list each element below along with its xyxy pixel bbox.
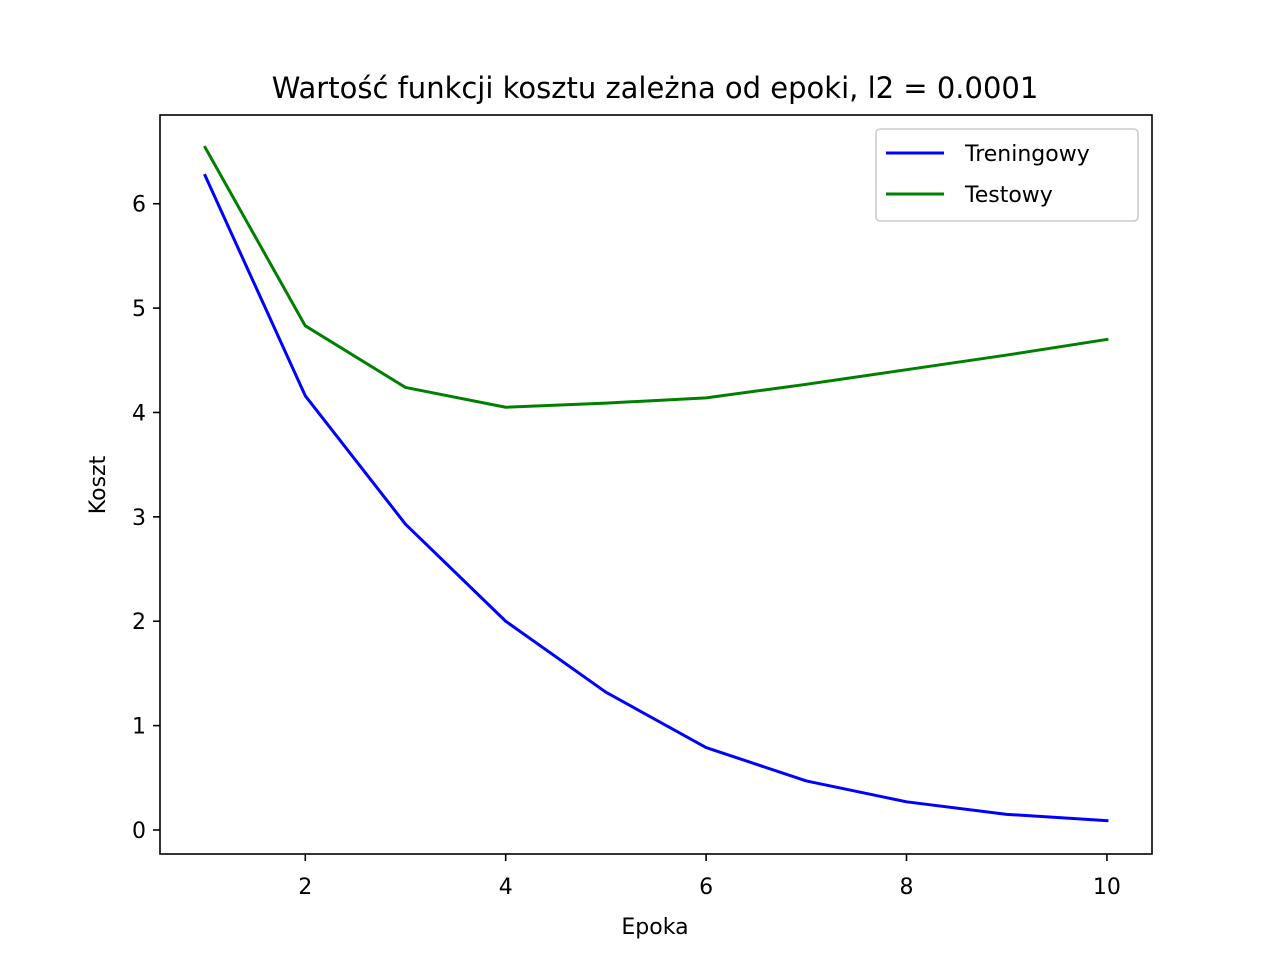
series-line-1 [203, 173, 1109, 823]
y-tick-label: 6 [132, 193, 146, 218]
axes-frame [159, 114, 1153, 855]
y-tick-label: 3 [132, 506, 146, 531]
x-tick-label: 2 [298, 875, 312, 900]
plot-area: 2 4 6 8 10 0 1 2 3 4 5 6 Treningowy Testowy [132, 114, 1153, 900]
legend-label-1: Treningowy [964, 142, 1090, 167]
y-tick-label: 4 [132, 401, 146, 426]
x-tick-label: 10 [1093, 875, 1121, 900]
legend-label-2: Testowy [964, 183, 1053, 208]
x-tick-label: 6 [699, 875, 713, 900]
y-tick-label: 0 [132, 819, 146, 844]
x-tick-label: 4 [499, 875, 513, 900]
y-tick-label: 2 [132, 610, 146, 635]
chart-title: Wartość funkcji kosztu zależna od epoki,… [272, 71, 1039, 105]
x-axis-label: Epoka [621, 915, 688, 940]
series-line-2 [203, 145, 1109, 409]
y-axis-label: Koszt [86, 455, 111, 514]
y-tick-label: 5 [132, 297, 146, 322]
x-tick-label: 8 [900, 875, 914, 900]
y-tick-label: 1 [132, 715, 146, 740]
